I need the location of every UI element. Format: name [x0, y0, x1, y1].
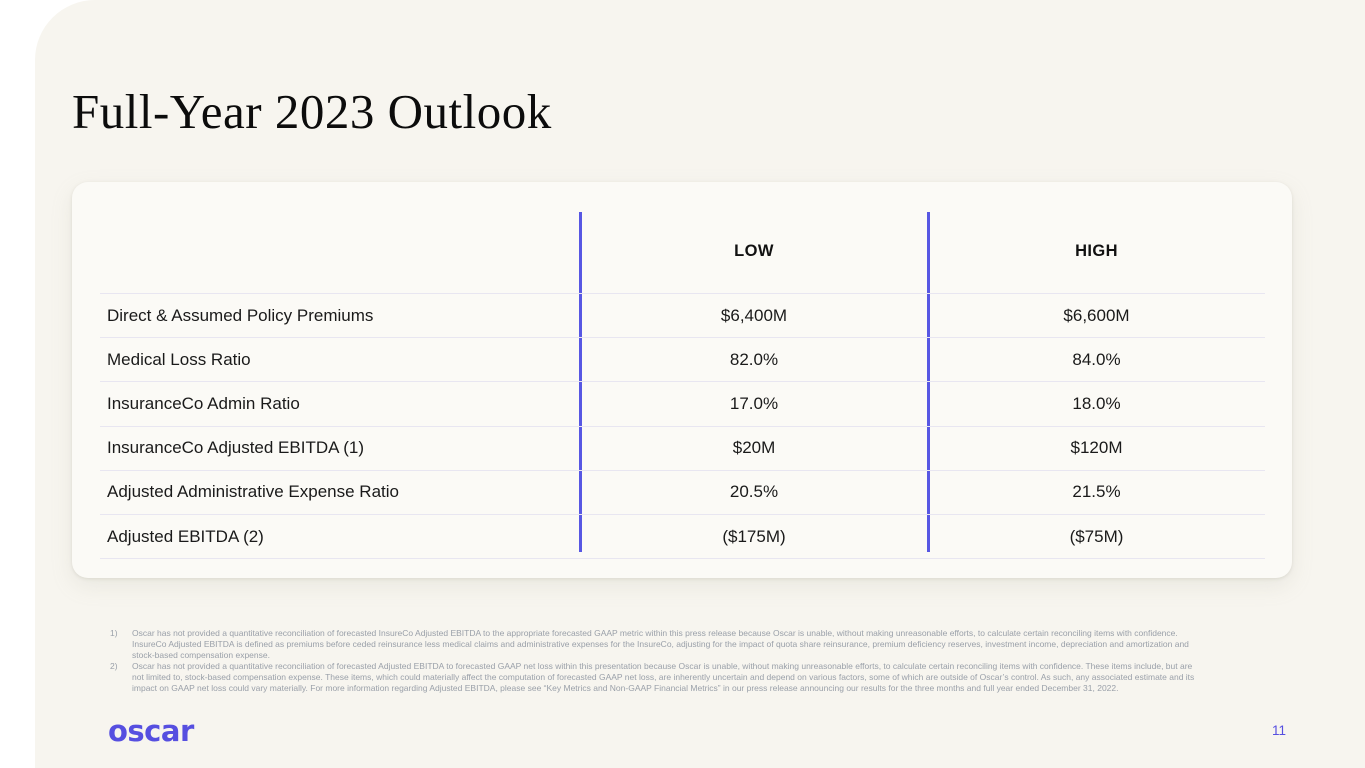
footnote-text: Oscar has not provided a quantitative re… [132, 661, 1195, 693]
table-row: Medical Loss Ratio 82.0% 84.0% [100, 337, 1265, 381]
table-row: Adjusted Administrative Expense Ratio 20… [100, 469, 1265, 514]
outlook-table-card: LOW HIGH Direct & Assumed Policy Premium… [72, 182, 1292, 578]
row-low-value: $6,400M [720, 305, 788, 325]
row-label: Direct & Assumed Policy Premiums [107, 305, 374, 325]
slide-background: Full-Year 2023 Outlook LOW HIGH Direct &… [35, 0, 1365, 768]
row-high-value: $6,600M [1063, 305, 1130, 325]
table-row: InsuranceCo Adjusted EBITDA (1) $20M $12… [100, 425, 1265, 470]
row-label: Adjusted EBITDA (2) [107, 526, 264, 546]
row-low-value: 20.5% [729, 482, 779, 502]
footnote-2: 2) Oscar has not provided a quantitative… [110, 661, 1200, 694]
oscar-logo: oscar [108, 714, 194, 748]
footnote-marker: 2) [110, 661, 118, 671]
row-label: InsuranceCo Adjusted EBITDA (1) [107, 438, 365, 458]
row-high-value: 18.0% [1072, 393, 1121, 413]
outlook-table: LOW HIGH Direct & Assumed Policy Premium… [100, 182, 1265, 558]
row-high-value: ($75M) [1069, 526, 1124, 546]
page-number: 11 [1271, 723, 1286, 738]
row-label: InsuranceCo Admin Ratio [107, 393, 300, 413]
row-low-value: ($175M) [722, 526, 786, 546]
table-row: InsuranceCo Admin Ratio 17.0% 18.0% [100, 381, 1265, 425]
table-row: Adjusted EBITDA (2) ($175M) ($75M) [100, 513, 1265, 558]
row-high-value: 84.0% [1072, 349, 1121, 369]
row-low-value: 17.0% [729, 393, 779, 413]
row-high-value: 21.5% [1072, 482, 1121, 502]
slide-title: Full-Year 2023 Outlook [72, 83, 552, 139]
table-row: Direct & Assumed Policy Premiums $6,400M… [100, 293, 1265, 337]
header-low: LOW [734, 242, 774, 260]
table-header-row: LOW HIGH [100, 182, 1265, 293]
header-high: HIGH [1075, 242, 1118, 260]
footnote-1: 1) Oscar has not provided a quantitative… [110, 628, 1200, 661]
footnote-text: Oscar has not provided a quantitative re… [132, 628, 1189, 660]
row-high-value: $120M [1070, 438, 1123, 458]
row-label: Adjusted Administrative Expense Ratio [107, 482, 399, 502]
row-low-value: $20M [732, 438, 776, 458]
footnote-marker: 1) [110, 628, 118, 638]
row-label: Medical Loss Ratio [107, 349, 251, 369]
footnotes: 1) Oscar has not provided a quantitative… [110, 628, 1200, 694]
row-low-value: 82.0% [729, 349, 779, 369]
